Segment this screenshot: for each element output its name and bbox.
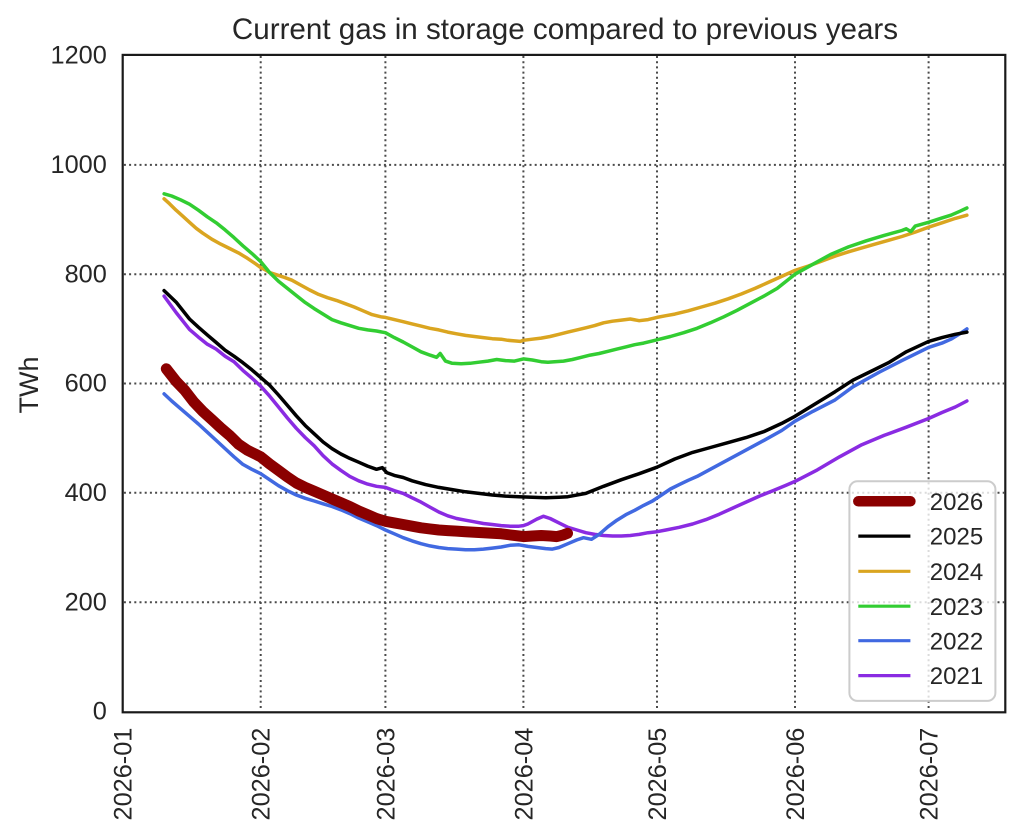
svg-text:1000: 1000: [51, 151, 107, 179]
svg-text:2026-03: 2026-03: [372, 728, 400, 821]
svg-text:2026-07: 2026-07: [916, 728, 944, 821]
svg-text:2022: 2022: [930, 628, 983, 655]
svg-text:2026-01: 2026-01: [110, 728, 138, 821]
svg-text:800: 800: [65, 260, 107, 288]
svg-text:400: 400: [65, 479, 107, 507]
svg-text:TWh: TWh: [14, 357, 44, 414]
svg-text:2026-06: 2026-06: [782, 728, 810, 821]
svg-text:Current gas in storage compare: Current gas in storage compared to previ…: [232, 13, 898, 46]
svg-text:2023: 2023: [930, 594, 983, 621]
svg-text:2021: 2021: [930, 663, 983, 690]
svg-text:2026: 2026: [930, 489, 983, 516]
svg-text:0: 0: [93, 698, 107, 726]
svg-text:2026-02: 2026-02: [248, 728, 276, 821]
svg-text:1200: 1200: [51, 42, 107, 70]
svg-text:600: 600: [65, 370, 107, 398]
svg-text:2025: 2025: [930, 524, 983, 551]
svg-text:2026-05: 2026-05: [644, 728, 672, 821]
svg-text:2024: 2024: [930, 559, 983, 586]
svg-text:2026-04: 2026-04: [510, 728, 538, 821]
svg-text:200: 200: [65, 588, 107, 616]
